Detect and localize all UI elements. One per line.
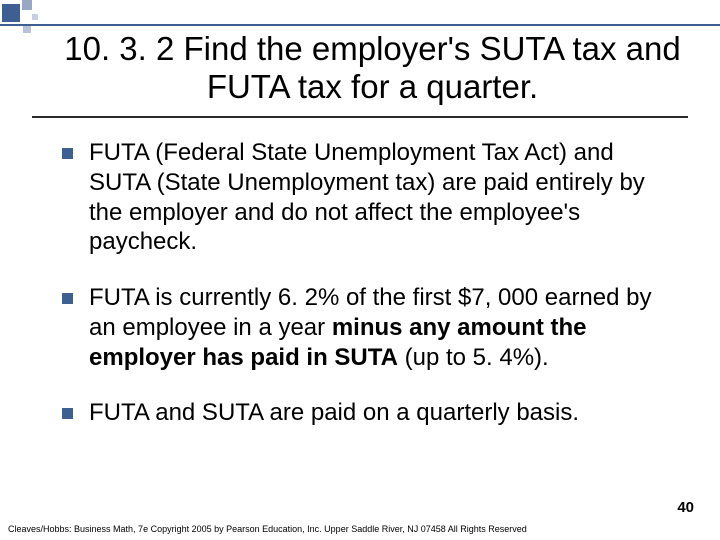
bullet-text: FUTA is currently 6. 2% of the first $7,… xyxy=(89,283,678,372)
list-item: FUTA is currently 6. 2% of the first $7,… xyxy=(62,283,678,372)
bullet-list: FUTA (Federal State Unemployment Tax Act… xyxy=(62,138,678,454)
slide-title: 10. 3. 2 Find the employer's SUTA tax an… xyxy=(55,30,690,106)
deco-square-med xyxy=(22,0,32,10)
list-item: FUTA and SUTA are paid on a quarterly ba… xyxy=(62,398,678,428)
deco-square-large xyxy=(2,4,20,22)
copyright-footer: Cleaves/Hobbs: Business Math, 7e Copyrig… xyxy=(8,524,527,534)
bullet-text: FUTA (Federal State Unemployment Tax Act… xyxy=(89,138,678,257)
bullet-marker-icon xyxy=(62,293,73,304)
top-rule xyxy=(0,24,720,26)
corner-decoration xyxy=(0,0,48,40)
page-number: 40 xyxy=(677,499,694,516)
deco-square-small-2 xyxy=(23,25,31,33)
title-underline xyxy=(32,116,688,118)
bullet-marker-icon xyxy=(62,408,73,419)
list-item: FUTA (Federal State Unemployment Tax Act… xyxy=(62,138,678,257)
deco-square-small-1 xyxy=(32,14,38,20)
bullet-marker-icon xyxy=(62,148,73,159)
bullet-text: FUTA and SUTA are paid on a quarterly ba… xyxy=(89,398,678,428)
bullet-suffix: (up to 5. 4%). xyxy=(398,344,549,371)
